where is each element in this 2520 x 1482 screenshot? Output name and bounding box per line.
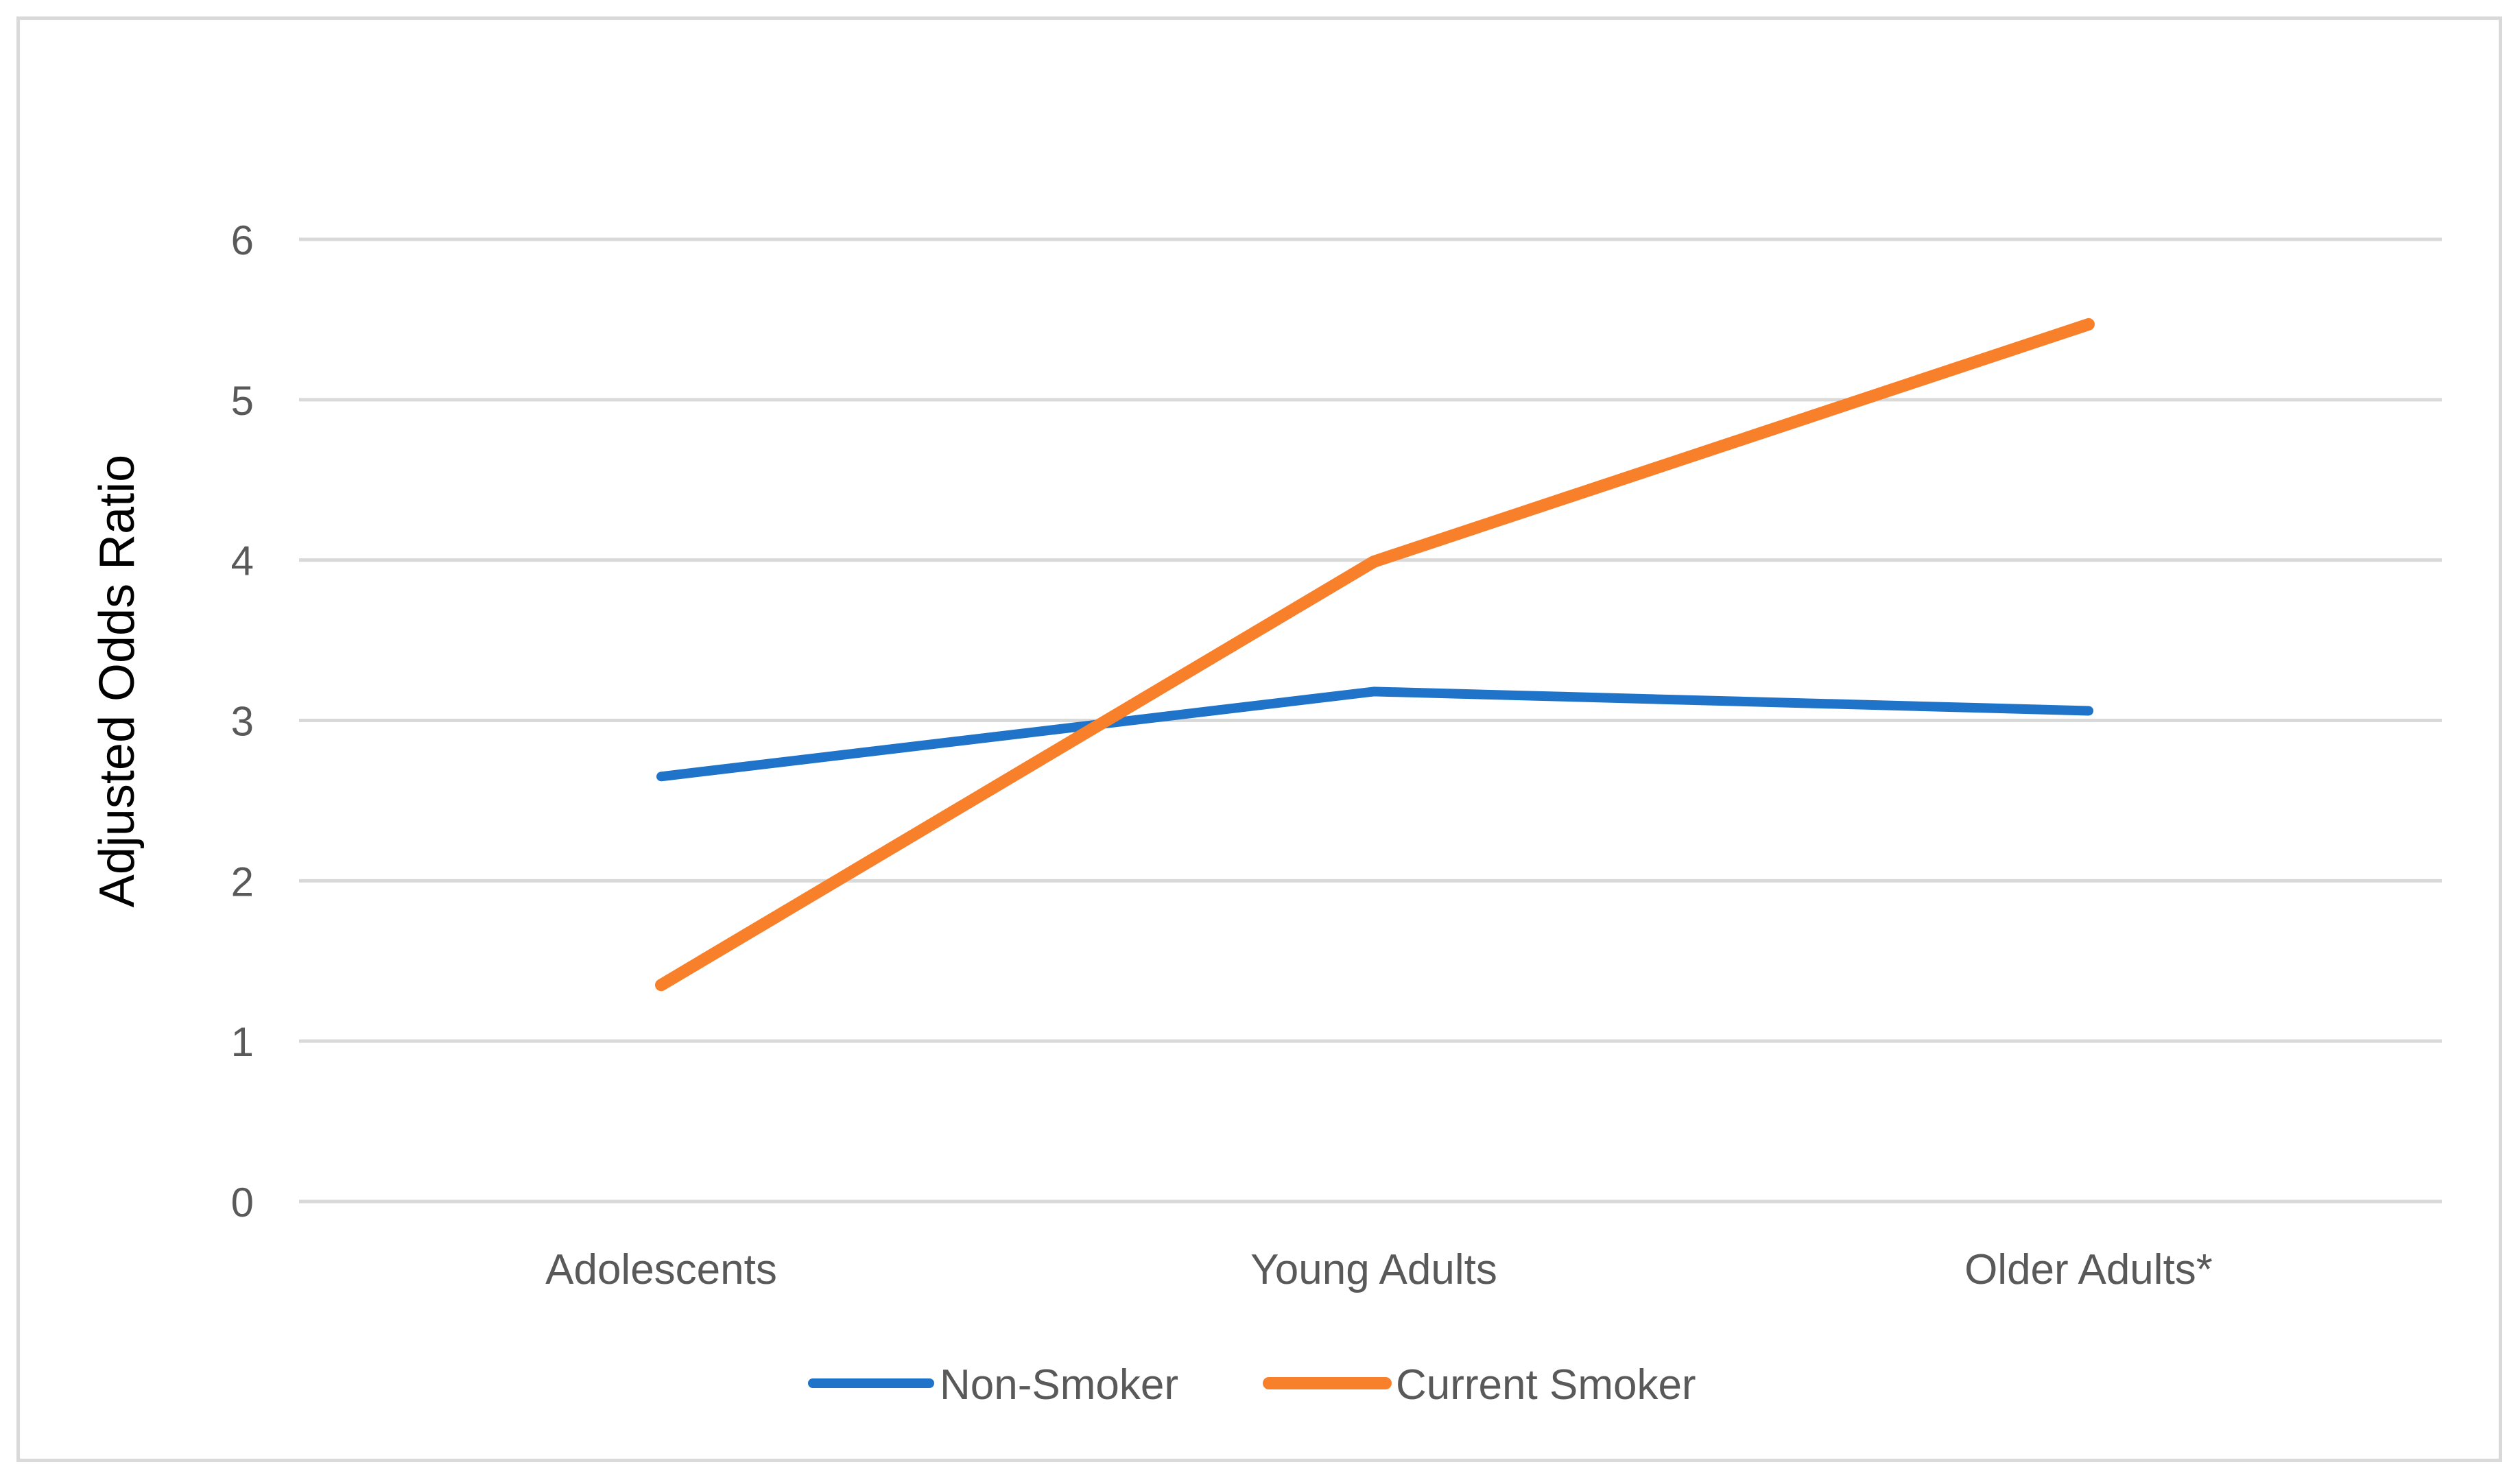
x-tick-label-2: Young Adults bbox=[1250, 1246, 1497, 1293]
y-tick-label-3: 3 bbox=[231, 699, 254, 745]
x-tick-label-3: Older Adults* bbox=[1964, 1246, 2213, 1293]
chart-frame bbox=[16, 16, 2502, 1462]
gridlines bbox=[299, 237, 2442, 1204]
series-line-2 bbox=[655, 318, 2095, 992]
legend-label-1: Non-Smoker bbox=[940, 1361, 1178, 1409]
y-tick-label-0: 0 bbox=[231, 1180, 254, 1226]
y-tick-label-4: 4 bbox=[231, 538, 254, 584]
x-tick-label-1: Adolescents bbox=[545, 1246, 777, 1293]
x-axis-ticks: Adolescents Young Adults Older Adults* bbox=[545, 1246, 2213, 1293]
y-tick-label-6: 6 bbox=[231, 217, 254, 263]
y-axis-title: Adjusted Odds Ratio bbox=[90, 455, 145, 907]
y-tick-label-1: 1 bbox=[231, 1019, 254, 1065]
legend-label-2: Current Smoker bbox=[1396, 1361, 1696, 1409]
series-line-1 bbox=[656, 686, 2093, 782]
y-axis-ticks: 0 1 2 3 4 5 6 bbox=[231, 217, 254, 1226]
y-tick-label-2: 2 bbox=[231, 859, 254, 905]
series-lines bbox=[655, 318, 2095, 992]
legend: Non-Smoker Current Smoker bbox=[808, 1361, 1696, 1409]
y-tick-label-5: 5 bbox=[231, 378, 254, 424]
